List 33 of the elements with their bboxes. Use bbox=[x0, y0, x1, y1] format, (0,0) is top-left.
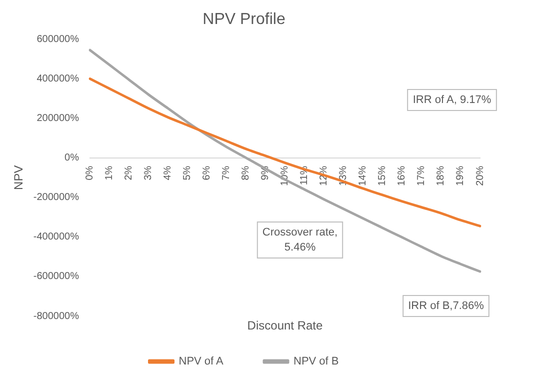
x-tick-label: 6% bbox=[202, 166, 213, 180]
chart-title: NPV Profile bbox=[202, 11, 286, 28]
y-tick-label: -200000% bbox=[33, 192, 80, 204]
y-tick-label: -800000% bbox=[33, 310, 80, 322]
x-tick-label: 0% bbox=[84, 166, 96, 180]
x-tick-label: 19% bbox=[455, 166, 466, 186]
x-tick-label: 15% bbox=[377, 166, 388, 186]
annotation: IRR of A, 9.17% bbox=[412, 94, 492, 106]
x-axis-title: Discount Rate bbox=[247, 318, 324, 332]
legend-label: NPV of A bbox=[178, 356, 224, 368]
x-tick-label: 2% bbox=[124, 166, 135, 180]
y-tick-label: -600000% bbox=[33, 271, 80, 282]
annotation: Crossover rate, 5.46% bbox=[262, 226, 338, 254]
x-tick-label: 1% bbox=[104, 166, 116, 180]
x-tick-label: 4% bbox=[162, 166, 174, 180]
legend-label: NPV of B bbox=[294, 356, 339, 368]
y-tick-label: 200000% bbox=[36, 113, 80, 124]
y-tick-label: -400000% bbox=[33, 232, 80, 243]
x-tick-label: 7% bbox=[221, 166, 232, 180]
annotation: IRR of B,7.86% bbox=[408, 300, 484, 312]
x-tick-label: 8% bbox=[240, 166, 252, 180]
y-tick-label: 400000% bbox=[36, 73, 80, 84]
y-tick-label: 0% bbox=[64, 152, 80, 164]
y-axis-title: NPV bbox=[12, 165, 26, 190]
x-tick-label: 20% bbox=[474, 166, 486, 186]
y-tick-label: 600000% bbox=[36, 34, 80, 45]
x-tick-label: 13% bbox=[338, 166, 350, 186]
x-tick-label: 5% bbox=[182, 166, 194, 180]
x-tick-label: 16% bbox=[396, 166, 408, 186]
x-tick-label: 14% bbox=[358, 166, 369, 186]
x-tick-label: 17% bbox=[416, 166, 428, 186]
x-tick-label: 3% bbox=[143, 166, 154, 180]
x-tick-label: 18% bbox=[436, 166, 447, 186]
